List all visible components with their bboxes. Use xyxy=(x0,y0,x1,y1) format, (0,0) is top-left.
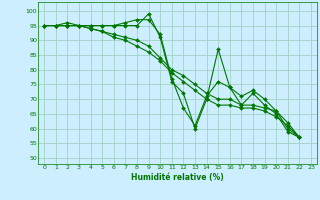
X-axis label: Humidité relative (%): Humidité relative (%) xyxy=(131,173,224,182)
